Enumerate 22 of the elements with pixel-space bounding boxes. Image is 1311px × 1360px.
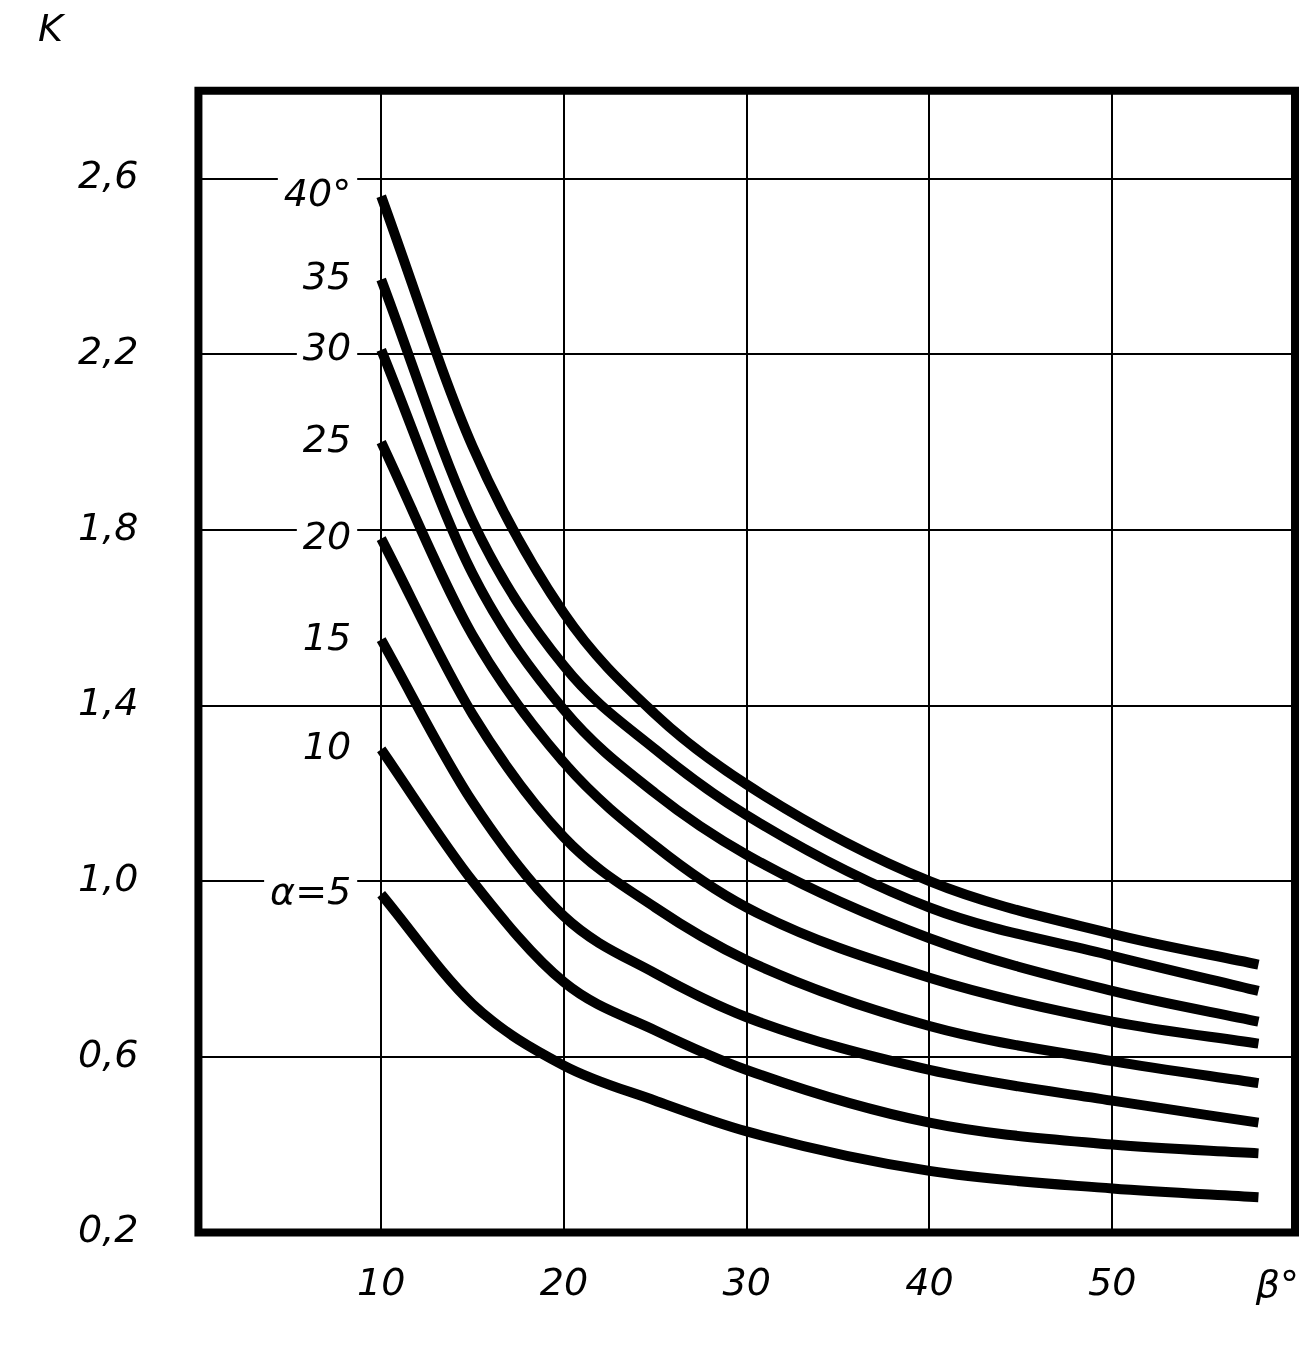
y-tick-label: 1,4	[78, 680, 139, 725]
y-tick-label: 2,2	[78, 329, 139, 374]
x-tick-label: 20	[539, 1260, 589, 1305]
x-axis-title: β°	[1254, 1262, 1299, 1307]
y-tick-label: 1,8	[78, 504, 139, 549]
x-tick-label: 10	[357, 1260, 406, 1305]
series-label: 15	[302, 614, 352, 659]
series-label: 40°	[283, 171, 352, 216]
series-label: 25	[302, 416, 352, 461]
series-label: 10	[302, 724, 352, 769]
series-label: α=5	[270, 869, 352, 914]
x-tick-label: 30	[722, 1260, 771, 1305]
y-tick-label: 2,6	[78, 153, 139, 198]
series-label: 35	[302, 254, 352, 299]
series-label: 20	[302, 513, 352, 558]
y-tick-label: 0,6	[78, 1031, 139, 1076]
y-tick-label: 0,2	[78, 1207, 139, 1252]
y-axis-title: K	[38, 5, 66, 50]
y-tick-label: 1,0	[78, 856, 139, 901]
x-tick-label: 40	[905, 1260, 954, 1305]
series-label: 30	[302, 324, 352, 369]
x-tick-label: 50	[1088, 1260, 1137, 1305]
